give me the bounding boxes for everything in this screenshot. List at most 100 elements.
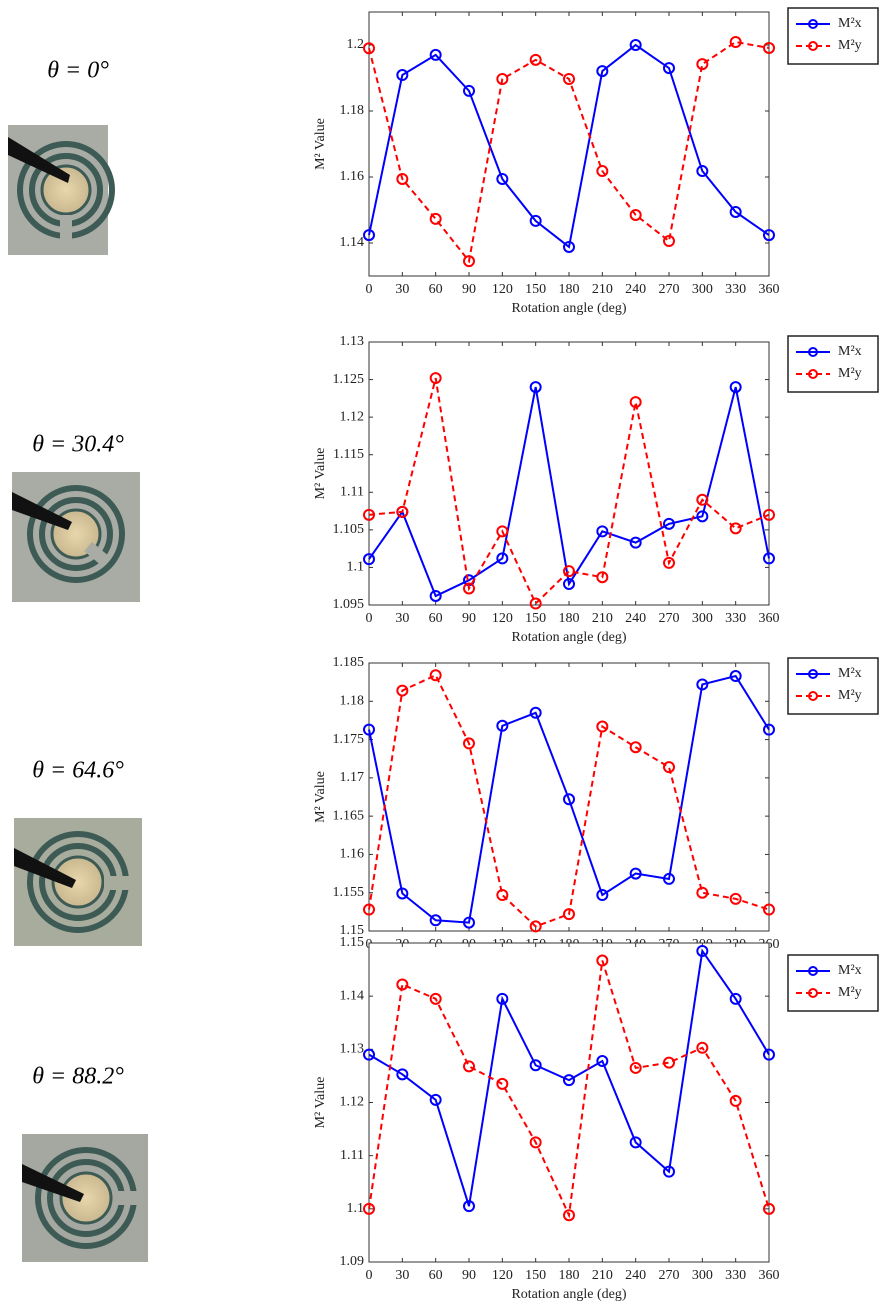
x-tick-label: 120	[492, 1268, 513, 1283]
legend-marker	[808, 669, 818, 679]
x-tick-label: 30	[395, 611, 409, 626]
data-point	[396, 69, 409, 82]
panel-label: θ = 0°	[47, 58, 109, 84]
data-point	[596, 525, 609, 538]
data-point	[629, 208, 642, 221]
data-point	[663, 556, 675, 569]
legend-label: M²y	[838, 688, 862, 703]
data-point	[663, 517, 675, 530]
data-point	[529, 1136, 542, 1149]
data-point	[396, 172, 409, 185]
x-tick-label: 30	[395, 282, 409, 297]
y-axis-label: M² Value	[313, 1077, 328, 1129]
x-tick-label: 210	[592, 611, 613, 626]
data-point	[463, 737, 475, 750]
data-point	[563, 577, 575, 590]
data-point	[763, 552, 775, 565]
data-point	[729, 522, 742, 535]
data-point	[429, 914, 442, 927]
x-tick-label: 270	[659, 1268, 680, 1283]
x-tick-label: 240	[625, 1268, 646, 1283]
data-point	[496, 525, 509, 538]
data-point	[696, 886, 709, 899]
data-point	[363, 1202, 375, 1215]
data-point	[596, 571, 609, 584]
photo	[14, 818, 142, 946]
data-point	[396, 505, 409, 518]
y-tick-label: 1.15	[340, 923, 365, 938]
y-tick-label: 1.13	[340, 334, 365, 349]
data-point	[596, 720, 609, 733]
legend-marker	[808, 369, 818, 379]
data-point	[696, 1041, 709, 1054]
series-line	[368, 948, 770, 1207]
legend-marker	[808, 19, 818, 29]
data-point	[596, 954, 609, 967]
data-point	[496, 992, 509, 1005]
y-tick-label: 1.11	[340, 1148, 364, 1163]
data-point	[563, 1074, 575, 1087]
x-tick-label: 240	[625, 282, 646, 297]
x-tick-label: 150	[525, 611, 546, 626]
x-tick-label: 120	[492, 611, 513, 626]
legend-marker	[808, 691, 818, 701]
y-axis-label: M² Value	[313, 448, 328, 500]
x-tick-label: 360	[759, 611, 780, 626]
data-point	[529, 597, 542, 610]
data-point	[429, 992, 442, 1005]
data-point	[363, 903, 375, 916]
series-line	[368, 960, 770, 1219]
data-point	[629, 1136, 642, 1149]
y-tick-label: 1.155	[333, 885, 365, 900]
x-tick-label: 90	[462, 282, 476, 297]
x-tick-label: 0	[366, 1268, 373, 1283]
data-point	[729, 36, 742, 49]
data-point	[696, 58, 709, 71]
legend-marker	[808, 41, 818, 51]
series-line	[368, 674, 770, 924]
data-point	[629, 741, 642, 754]
y-tick-label: 1.105	[333, 522, 365, 537]
data-point	[763, 903, 775, 916]
data-point	[363, 1048, 375, 1061]
data-point	[529, 706, 542, 719]
x-axis-label: Rotation angle (deg)	[511, 630, 626, 645]
x-tick-label: 210	[592, 282, 613, 297]
x-tick-label: 300	[692, 282, 713, 297]
data-point	[596, 889, 609, 902]
y-tick-label: 1.16	[340, 169, 365, 184]
data-point	[529, 920, 542, 933]
x-tick-label: 0	[366, 611, 373, 626]
data-point	[563, 793, 575, 806]
data-point	[763, 229, 775, 242]
data-point	[696, 493, 709, 506]
data-point	[429, 1093, 442, 1106]
data-point	[429, 669, 442, 682]
data-point	[529, 1059, 542, 1072]
y-tick-label: 1.17	[340, 770, 365, 785]
y-tick-label: 1.095	[333, 597, 365, 612]
legend-box	[787, 335, 879, 393]
data-point	[663, 872, 675, 885]
x-tick-label: 330	[725, 1268, 746, 1283]
x-tick-label: 0	[366, 282, 373, 297]
data-point	[363, 42, 375, 55]
data-point	[629, 396, 642, 409]
data-point	[763, 508, 775, 521]
data-point	[463, 255, 475, 268]
x-tick-label: 150	[525, 1268, 546, 1283]
plot-area	[368, 11, 770, 277]
data-point	[429, 212, 442, 225]
data-point	[663, 1165, 675, 1178]
data-point	[563, 908, 575, 921]
data-point	[363, 229, 375, 242]
panel-label: θ = 64.6°	[32, 758, 124, 784]
data-point	[396, 1068, 409, 1081]
panel-label: θ = 30.4°	[32, 432, 124, 458]
x-tick-label: 300	[692, 611, 713, 626]
x-tick-label: 120	[492, 282, 513, 297]
data-point	[529, 53, 542, 66]
data-point	[463, 916, 475, 929]
data-point	[696, 944, 709, 957]
y-tick-label: 1.165	[333, 808, 365, 823]
